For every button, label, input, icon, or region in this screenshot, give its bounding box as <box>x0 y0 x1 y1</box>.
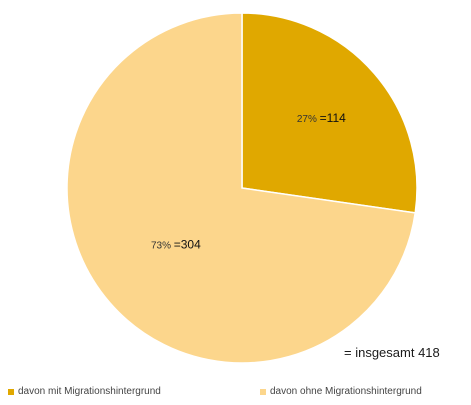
legend-swatch-mit <box>8 388 14 395</box>
pie-slice-ohne <box>66 12 417 364</box>
data-label-ohne: 73% =304 <box>151 237 201 251</box>
legend-label-mit: davon mit Migrationshintergrund <box>18 386 161 397</box>
legend-label-ohne: davon ohne Migrationshintergrund <box>270 386 422 397</box>
legend-item-ohne: davon ohne Migrationshintergrund <box>260 386 422 397</box>
pie-svg: 27% =114 73% =304 <box>66 12 418 364</box>
total-annotation: = insgesamt 418 <box>344 345 440 360</box>
legend: davon mit Migrationshintergrund davon oh… <box>8 386 468 402</box>
legend-swatch-ohne <box>260 388 266 395</box>
pie-slice-mit <box>241 12 418 214</box>
data-label-mit: 27% =114 <box>297 111 346 125</box>
legend-item-mit: davon mit Migrationshintergrund <box>8 386 161 397</box>
